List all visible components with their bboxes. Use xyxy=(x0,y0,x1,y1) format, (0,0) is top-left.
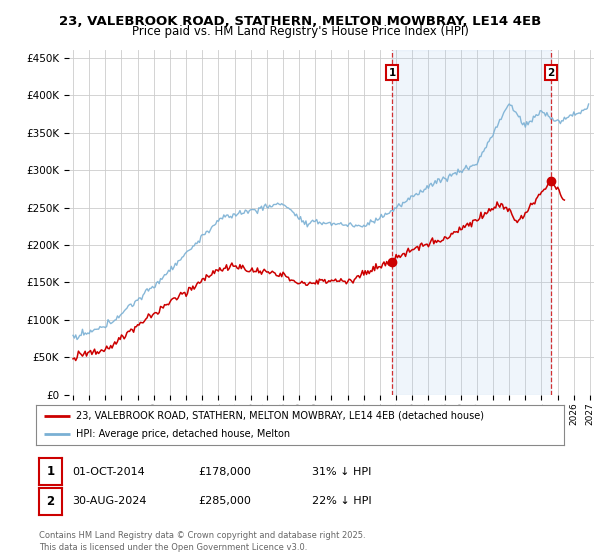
Text: 22% ↓ HPI: 22% ↓ HPI xyxy=(312,496,371,506)
Text: £178,000: £178,000 xyxy=(198,466,251,477)
Text: £285,000: £285,000 xyxy=(198,496,251,506)
Text: 2: 2 xyxy=(46,494,55,508)
Text: 01-OCT-2014: 01-OCT-2014 xyxy=(72,466,145,477)
Text: 2: 2 xyxy=(547,68,554,78)
Text: 23, VALEBROOK ROAD, STATHERN, MELTON MOWBRAY, LE14 4EB (detached house): 23, VALEBROOK ROAD, STATHERN, MELTON MOW… xyxy=(76,411,484,421)
Text: 1: 1 xyxy=(388,68,396,78)
Text: Price paid vs. HM Land Registry's House Price Index (HPI): Price paid vs. HM Land Registry's House … xyxy=(131,25,469,38)
Text: 31% ↓ HPI: 31% ↓ HPI xyxy=(312,466,371,477)
Bar xyxy=(392,50,551,395)
Text: Contains HM Land Registry data © Crown copyright and database right 2025.
This d: Contains HM Land Registry data © Crown c… xyxy=(39,531,365,552)
Text: 23, VALEBROOK ROAD, STATHERN, MELTON MOWBRAY, LE14 4EB: 23, VALEBROOK ROAD, STATHERN, MELTON MOW… xyxy=(59,15,541,27)
Text: 30-AUG-2024: 30-AUG-2024 xyxy=(72,496,146,506)
Text: HPI: Average price, detached house, Melton: HPI: Average price, detached house, Melt… xyxy=(76,430,290,439)
Text: 1: 1 xyxy=(46,465,55,478)
